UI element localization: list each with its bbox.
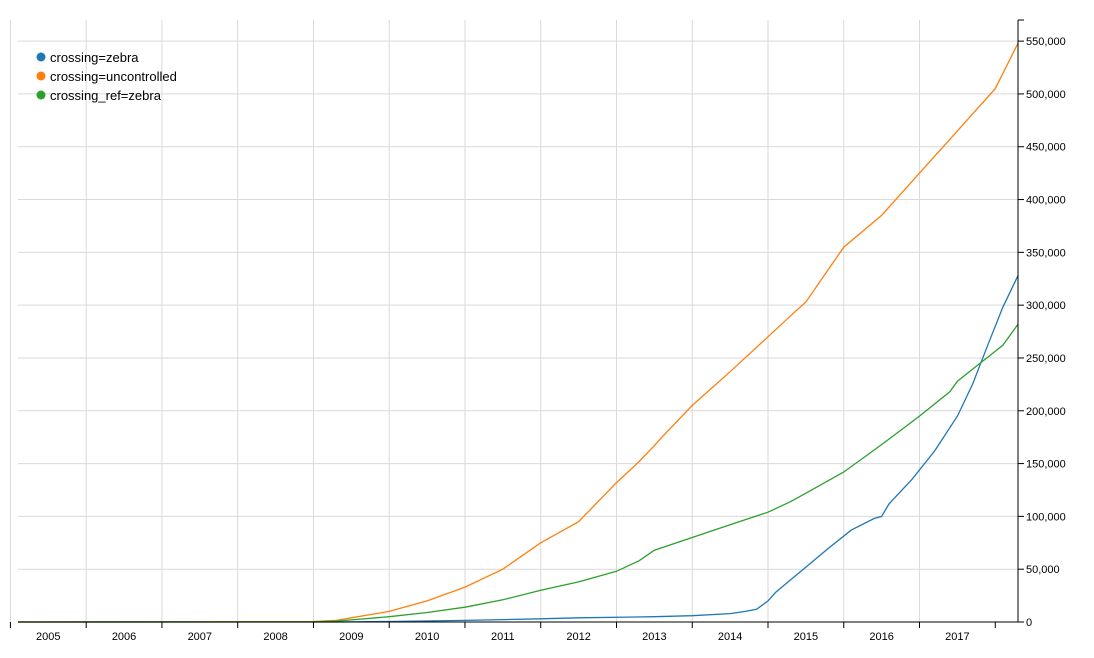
x-tick-label: 2005 (36, 631, 60, 643)
legend-marker (36, 71, 46, 81)
legend: crossing=zebra crossing=uncontrolled cross… (36, 50, 177, 103)
x-tick-label: 2011 (491, 631, 515, 643)
x-tick-label: 2009 (339, 631, 363, 643)
x-tick-label: 2017 (945, 631, 969, 643)
axes (18, 20, 1019, 623)
y-tick-label: 50,000 (1026, 564, 1060, 576)
y-tick-label: 200,000 (1026, 406, 1066, 418)
x-tick-label: 2007 (188, 631, 212, 643)
y-tick-label: 500,000 (1026, 89, 1066, 101)
legend-marker (36, 52, 46, 62)
y-tick-label: 550,000 (1026, 36, 1066, 48)
y-tick-label: 400,000 (1026, 195, 1066, 207)
x-axis-ticks: 2005 2006 2007 2008 2009 2010 2011 2012 2013 2014… (9, 622, 996, 643)
y-tick-label: 150,000 (1026, 459, 1066, 471)
legend-marker (36, 90, 46, 100)
series-line-1 (18, 275, 1019, 623)
x-tick-label: 2014 (718, 631, 742, 643)
x-tick-label: 2015 (794, 631, 818, 643)
legend-label: crossing=uncontrolled (50, 69, 177, 84)
gridlines (9, 20, 1018, 622)
y-tick-label: 300,000 (1026, 300, 1066, 312)
x-tick-label: 2012 (566, 631, 590, 643)
legend-label: crossing=zebra (50, 50, 139, 65)
x-tick-label: 2010 (415, 631, 439, 643)
x-tick-label: 2006 (112, 631, 136, 643)
series-line-3 (17, 323, 1019, 623)
y-tick-label: 450,000 (1026, 142, 1066, 154)
x-tick-label: 2013 (642, 631, 666, 643)
y-tick-label: 0 (1026, 617, 1032, 629)
series-lines (17, 42, 1019, 623)
series-line-2 (17, 42, 1019, 623)
y-tick-label: 100,000 (1026, 511, 1066, 523)
y-tick-label: 350,000 (1026, 247, 1066, 259)
y-axis-ticks: 0 50,000 100,000 150,000 200,000 250,000 300,0… (1018, 19, 1066, 629)
legend-item: crossing=zebra (36, 50, 139, 65)
legend-label: crossing_ref=zebra (50, 88, 162, 103)
y-tick-label: 250,000 (1026, 353, 1066, 365)
x-tick-label: 2008 (263, 631, 287, 643)
legend-item: crossing_ref=zebra (36, 88, 162, 103)
x-tick-label: 2016 (869, 631, 893, 643)
legend-item: crossing=uncontrolled (36, 69, 177, 84)
